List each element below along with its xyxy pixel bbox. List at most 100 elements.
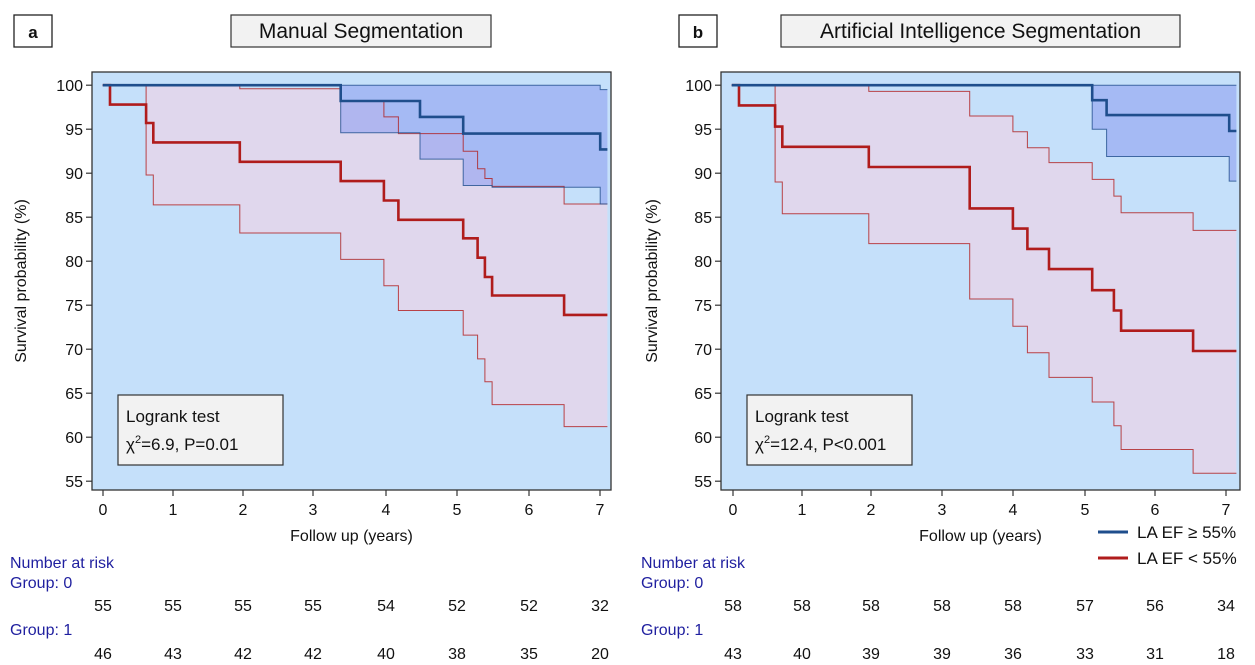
x-tick-label: 0 [99, 502, 108, 519]
risk-count-group0: 55 [94, 598, 112, 615]
y-tick-label: 75 [694, 298, 712, 315]
ci-upper-line-group1 [731, 84, 1237, 231]
title-box [780, 14, 1181, 48]
y-tick-label: 60 [694, 430, 712, 447]
risk-group1-label: Group: 1 [10, 622, 72, 639]
logrank-stat: χ2=12.4, P<0.001 [755, 434, 886, 454]
risk-count-group1: 43 [164, 646, 182, 663]
x-tick-label: 5 [453, 502, 462, 519]
chart-title: Manual Segmentation [259, 20, 463, 43]
chart-title: Artificial Intelligence Segmentation [820, 20, 1141, 43]
risk-table-header: Number at risk [641, 555, 746, 572]
legend-label: LA EF < 55% [1137, 549, 1237, 568]
plot-frame [91, 71, 612, 491]
x-axis-label: Follow up (years) [290, 528, 413, 545]
chart-panel-a: a Manual Segmentation55606570758085909510… [10, 14, 612, 663]
y-tick-label: 80 [65, 254, 83, 271]
y-tick-label: 65 [65, 386, 83, 403]
title-box [230, 14, 492, 48]
x-tick-label: 6 [1151, 502, 1160, 519]
y-tick-label: 70 [694, 342, 712, 359]
x-tick-label: 3 [309, 502, 318, 519]
logrank-statistic: =12.4, P<0.001 [770, 435, 886, 454]
risk-count-group1: 36 [1004, 646, 1022, 663]
y-tick-label: 65 [694, 386, 712, 403]
plot-frame [720, 71, 1241, 491]
risk-count-group0: 54 [377, 598, 395, 615]
risk-count-group1: 40 [793, 646, 811, 663]
y-tick-label: 90 [65, 166, 83, 183]
legend: LA EF ≥ 55% LA EF < 55% [1098, 523, 1237, 568]
x-tick-label: 0 [729, 502, 738, 519]
y-tick-label: 70 [65, 342, 83, 359]
ci-band-group1 [731, 85, 1237, 474]
x-tick-label: 3 [938, 502, 947, 519]
risk-count-group1: 43 [724, 646, 742, 663]
y-tick-label: 85 [65, 210, 83, 227]
logrank-box [117, 394, 284, 466]
risk-count-group1: 33 [1076, 646, 1094, 663]
risk-table-header: Number at risk [10, 555, 115, 572]
risk-count-group0: 58 [933, 598, 951, 615]
risk-count-group0: 55 [164, 598, 182, 615]
survival-curve-group1 [102, 83, 608, 317]
risk-count-group0: 58 [862, 598, 880, 615]
risk-count-group0: 32 [591, 598, 609, 615]
risk-group1-label: Group: 1 [641, 622, 703, 639]
panel-label-box [678, 14, 718, 48]
y-tick-label: 60 [65, 430, 83, 447]
risk-count-group0: 55 [304, 598, 322, 615]
legend-label: LA EF ≥ 55% [1137, 523, 1236, 542]
x-tick-label: 6 [525, 502, 534, 519]
risk-count-group0: 58 [724, 598, 742, 615]
survival-curve-group0 [731, 83, 1237, 133]
y-axis-label: Survival probability (%) [13, 199, 30, 363]
y-tick-label: 75 [65, 298, 83, 315]
risk-count-group0: 56 [1146, 598, 1164, 615]
logrank-box [746, 394, 913, 466]
ci-band-group0 [102, 85, 608, 204]
ci-upper-line-group0 [102, 84, 608, 91]
y-tick-label: 100 [685, 78, 712, 95]
logrank-chi-superscript: 2 [764, 434, 770, 446]
x-tick-label: 2 [239, 502, 248, 519]
risk-count-group0: 52 [520, 598, 538, 615]
x-tick-label: 1 [798, 502, 807, 519]
logrank-chi-superscript: 2 [135, 434, 141, 446]
logrank-stat: χ2=6.9, P=0.01 [126, 434, 238, 454]
survival-curve-group1 [731, 83, 1237, 353]
y-tick-label: 55 [694, 474, 712, 491]
y-tick-label: 95 [65, 122, 83, 139]
risk-count-group1: 38 [448, 646, 466, 663]
risk-count-group1: 39 [933, 646, 951, 663]
logrank-chi-symbol: χ [755, 435, 764, 454]
risk-count-group0: 57 [1076, 598, 1094, 615]
risk-count-group0: 34 [1217, 598, 1235, 615]
x-tick-label: 4 [1009, 502, 1018, 519]
risk-count-group1: 42 [234, 646, 252, 663]
x-tick-label: 2 [867, 502, 876, 519]
risk-count-group1: 35 [520, 646, 538, 663]
y-tick-label: 85 [694, 210, 712, 227]
risk-count-group1: 31 [1146, 646, 1164, 663]
survival-curve-group0 [102, 83, 608, 151]
ci-lower-line-group1 [731, 84, 1237, 474]
y-tick-label: 95 [694, 122, 712, 139]
risk-count-group0: 55 [234, 598, 252, 615]
y-tick-label: 90 [694, 166, 712, 183]
y-tick-label: 80 [694, 254, 712, 271]
logrank-statistic: =6.9, P=0.01 [141, 435, 238, 454]
x-tick-label: 5 [1081, 502, 1090, 519]
risk-group0-label: Group: 0 [10, 575, 72, 592]
panel-label: b [693, 23, 703, 42]
chart-panel-b: b Artificial Intelligence Segmentation556… [641, 14, 1241, 663]
ci-lower-line-group1 [102, 84, 608, 428]
ci-lower-line-group0 [102, 84, 608, 205]
risk-count-group1: 46 [94, 646, 112, 663]
risk-count-group1: 20 [591, 646, 609, 663]
panel-label-box [13, 14, 53, 48]
risk-count-group1: 40 [377, 646, 395, 663]
logrank-title: Logrank test [755, 407, 849, 426]
logrank-chi-symbol: χ [126, 435, 135, 454]
x-tick-label: 7 [596, 502, 605, 519]
